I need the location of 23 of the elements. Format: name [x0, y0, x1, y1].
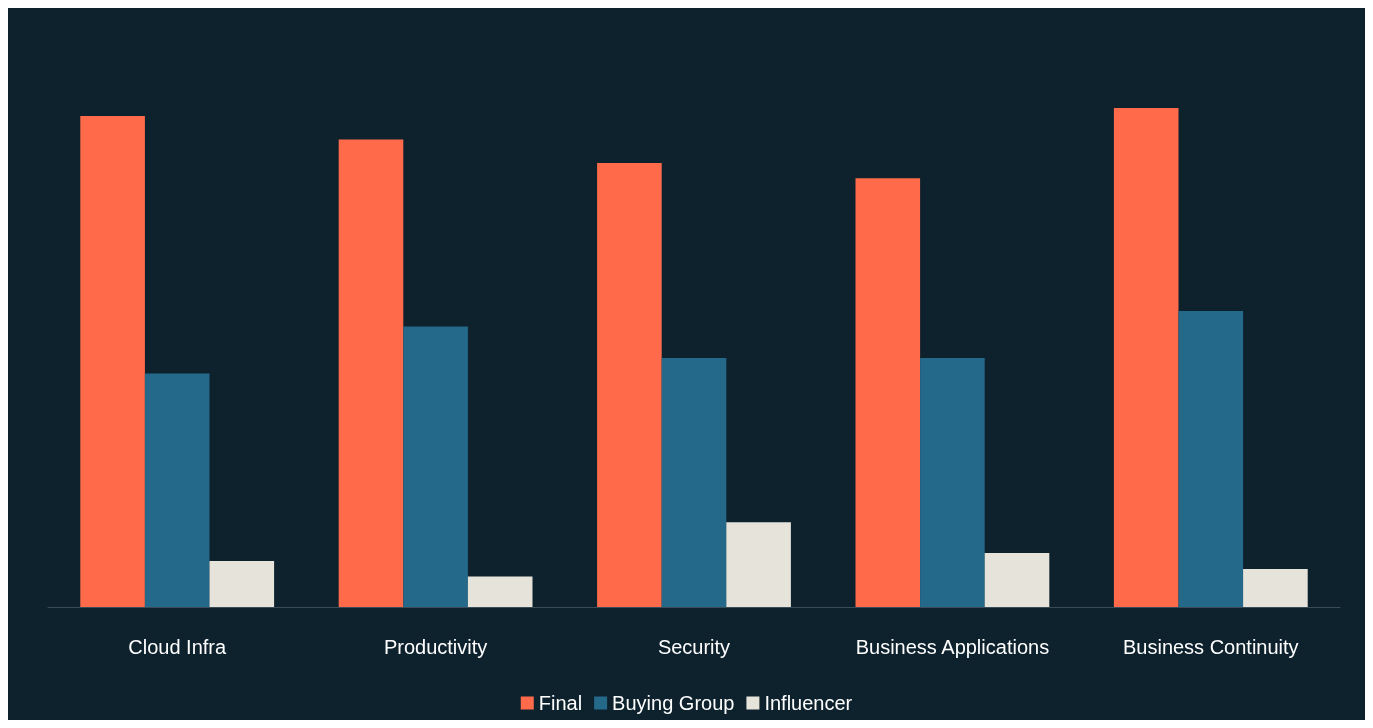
legend-label: Buying Group [612, 692, 735, 714]
x-tick-label: Business Continuity [1122, 636, 1299, 658]
bar [1113, 108, 1179, 607]
bar [80, 115, 145, 607]
bar [467, 576, 533, 607]
bar [920, 358, 985, 607]
bar [1178, 311, 1244, 607]
bar [1243, 569, 1308, 607]
bar [403, 326, 468, 607]
legend-label: Influencer [764, 692, 853, 714]
x-tick-label: Security [657, 636, 731, 658]
bar [597, 162, 662, 607]
x-tick-label: Business Applications [855, 636, 1050, 658]
bar [855, 178, 921, 607]
legend-label: Final [538, 692, 583, 714]
bar [338, 139, 404, 607]
bar [726, 522, 791, 607]
bar [984, 553, 1050, 607]
bar [144, 373, 210, 607]
bar [661, 358, 727, 607]
x-tick-label: Productivity [383, 636, 488, 658]
bar [209, 561, 275, 607]
x-tick-label: Cloud Infra [128, 636, 227, 658]
